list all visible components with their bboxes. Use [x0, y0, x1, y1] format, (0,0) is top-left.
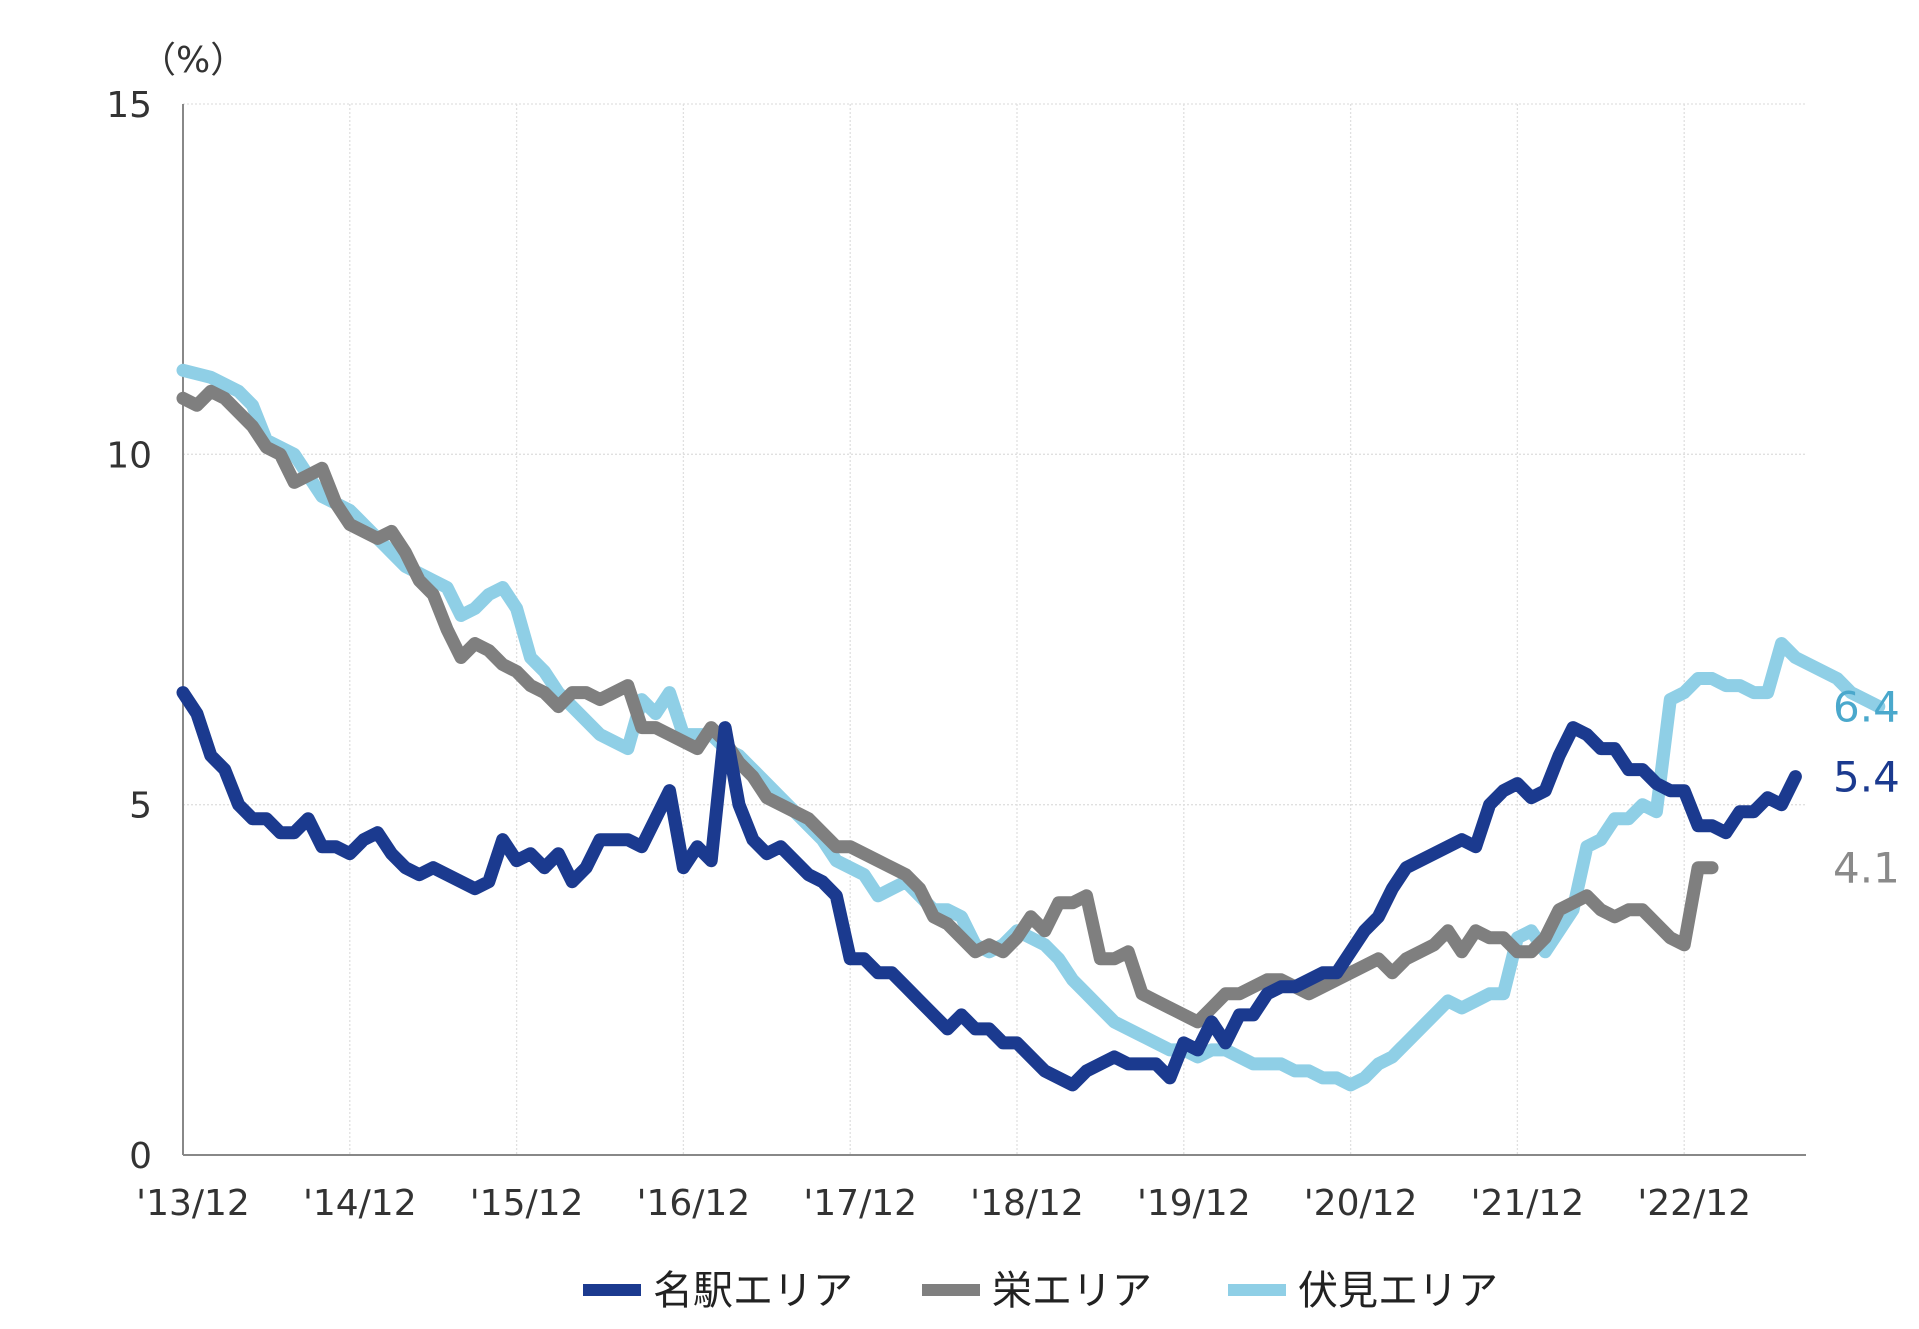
x-tick-label: '21/12 [1471, 1183, 1585, 1224]
series-end-value-label: 5.4 [1833, 753, 1900, 802]
legend-label: 名駅エリア [653, 1268, 853, 1314]
x-tick-label: '19/12 [1137, 1183, 1251, 1224]
y-tick-label: 5 [129, 786, 152, 827]
series-line-3 [176, 686, 1802, 1092]
y-tick-label: 10 [106, 435, 152, 476]
gridlines [183, 103, 1806, 1155]
x-tick-label: '18/12 [970, 1183, 1084, 1224]
series-line-2 [176, 384, 1719, 1029]
x-tick-label: '13/12 [136, 1183, 250, 1224]
series-lines [176, 363, 1886, 1092]
end-value-labels: 6.4 4.1 5.4 [1833, 683, 1900, 893]
x-tick-label: '16/12 [637, 1183, 751, 1224]
y-tick-label: 15 [106, 85, 152, 126]
legend-label: 伏見エリア [1298, 1268, 1498, 1314]
series-line-1 [176, 363, 1886, 1092]
legend: 名駅エリア 栄エリア 伏見エリア [583, 1268, 1498, 1314]
x-tick-label: '22/12 [1637, 1183, 1751, 1224]
y-axis-unit-label: （%） [140, 40, 246, 81]
x-tick-label: '14/12 [303, 1183, 417, 1224]
x-tick-label: '15/12 [470, 1183, 584, 1224]
axes: 15 10 5 0 '13/12 '14/12 '15/12 '16/12 '17/12 '18/… [106, 85, 1806, 1224]
series-end-value-label: 4.1 [1833, 844, 1900, 893]
x-tick-label: '20/12 [1304, 1183, 1418, 1224]
x-tick-label: '17/12 [803, 1183, 917, 1224]
legend-label: 栄エリア [992, 1268, 1152, 1314]
series-end-value-label: 6.4 [1833, 683, 1900, 732]
y-tick-label: 0 [129, 1136, 152, 1177]
